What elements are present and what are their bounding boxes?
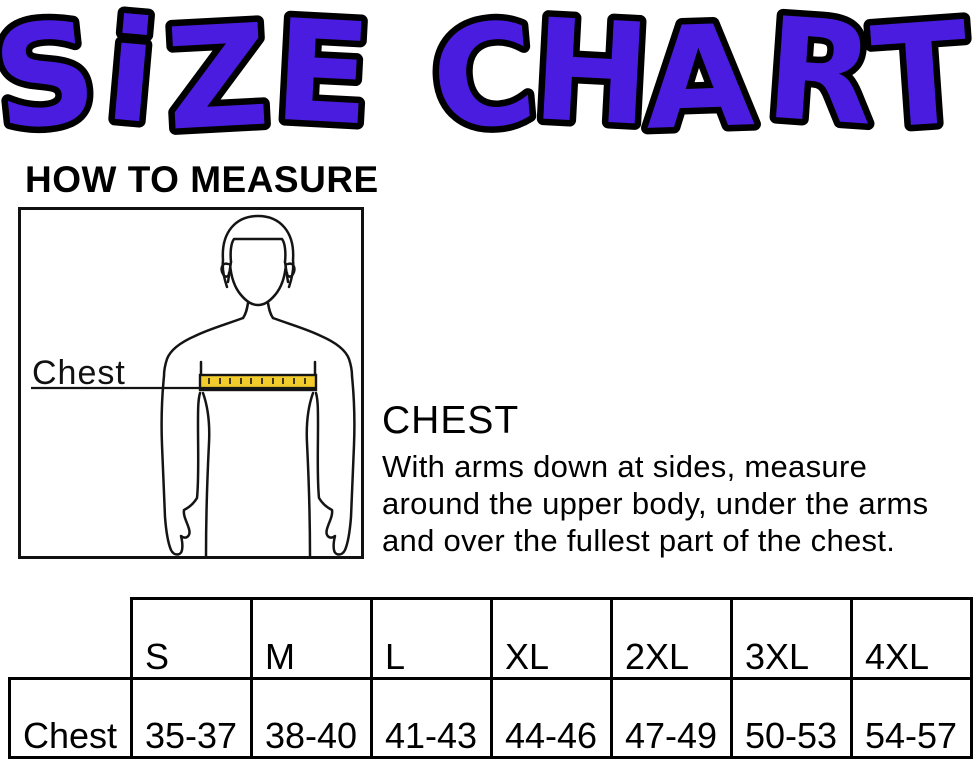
title-letter: i — [100, 0, 162, 152]
measuring-tape — [198, 373, 318, 392]
title-letter: C — [426, 0, 543, 152]
ear-left — [220, 262, 231, 278]
hairline-fringe — [229, 237, 287, 264]
measurement-diagram: Chest — [18, 207, 364, 559]
title-letter: R — [761, 0, 880, 152]
title-letter: H — [529, 0, 655, 152]
ear-right — [285, 262, 296, 278]
table-spacer-cell — [10, 599, 132, 679]
size-column-header: 2XL — [610, 597, 733, 680]
title-letter: S — [0, 0, 104, 152]
title-letter: T — [867, 0, 974, 152]
size-column-header: S — [130, 597, 253, 680]
chest-instructions: With arms down at sides, measure around … — [382, 448, 929, 559]
size-value-cell: 38-40 — [250, 677, 373, 759]
title-letter: Z — [163, 0, 273, 152]
size-value-cell: 41-43 — [370, 677, 493, 759]
size-column-header: L — [370, 597, 493, 680]
instruction-line: and over the fullest part of the chest. — [382, 523, 896, 558]
row-label-cell: Chest — [8, 677, 133, 759]
neck-right — [266, 301, 275, 320]
torso-left — [201, 391, 211, 556]
neck-left — [241, 301, 250, 320]
title-letter: A — [642, 0, 756, 152]
how-to-measure-heading: HOW TO MEASURE — [25, 159, 379, 200]
title-letter: E — [270, 0, 374, 152]
face-outline — [228, 262, 288, 307]
instruction-line: With arms down at sides, measure — [382, 449, 868, 484]
chest-section-heading: CHEST — [382, 399, 520, 442]
size-value-cell: 44-46 — [490, 677, 613, 759]
chest-label: Chest — [32, 354, 126, 392]
table-data-row: Chest 35-37 38-40 41-43 44-46 47-49 50-5… — [8, 677, 973, 759]
arm-right — [271, 316, 356, 556]
size-column-header: 3XL — [730, 597, 853, 680]
torso-right — [305, 391, 315, 556]
size-column-header: M — [250, 597, 373, 680]
size-column-header: XL — [490, 597, 613, 680]
size-value-cell: 47-49 — [610, 677, 733, 759]
size-value-cell: 54-57 — [850, 677, 973, 759]
size-column-header: 4XL — [850, 597, 973, 680]
instruction-line: around the upper body, under the arms — [382, 486, 929, 521]
body-figure-drawing: Chest — [31, 214, 356, 556]
tape-tick-marks — [208, 378, 306, 384]
hair-outline — [221, 214, 295, 289]
size-value-cell: 35-37 — [130, 677, 253, 759]
size-value-cell: 50-53 — [730, 677, 853, 759]
size-chart-title: S i Z E C H A R T — [0, 0, 978, 152]
size-table: S M L XL 2XL 3XL 4XL Chest 35-37 38-40 4… — [8, 597, 973, 759]
table-header-row: S M L XL 2XL 3XL 4XL — [10, 597, 973, 680]
arm-left — [160, 316, 245, 556]
